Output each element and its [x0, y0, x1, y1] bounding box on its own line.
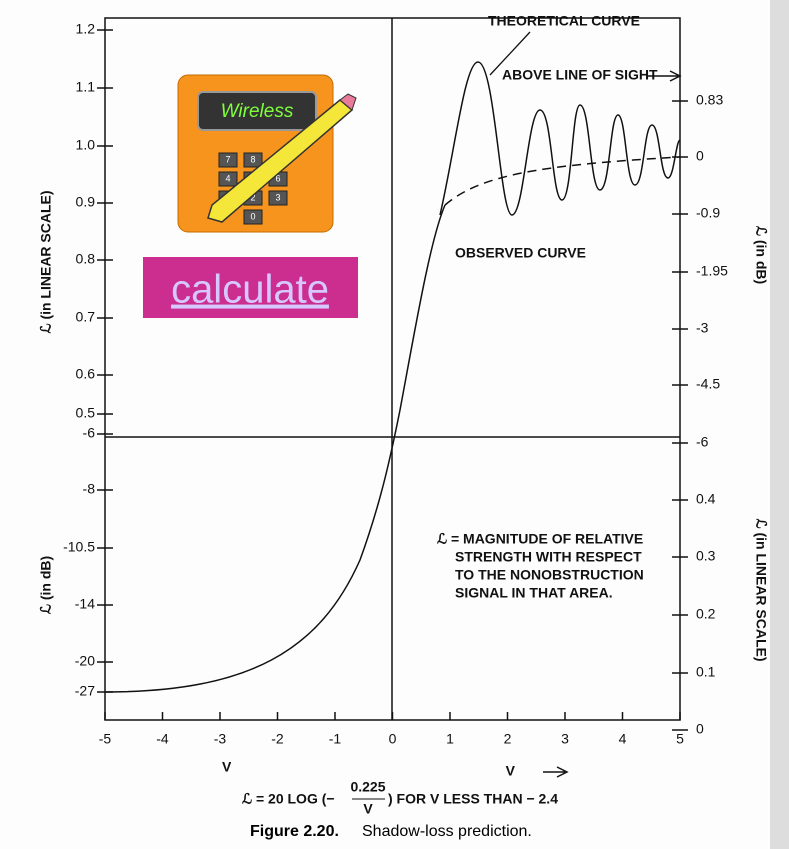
key-label: 7 [225, 154, 230, 164]
tick-label: 0.5 [76, 405, 96, 421]
tick-label: 1.0 [76, 137, 96, 153]
y-label: ℒ (in dB) [38, 556, 54, 614]
formula: ℒ = 20 LOG (− 0.225 V ) FOR V LESS THAN … [242, 779, 558, 817]
annotation: ABOVE LINE OF SIGHT [502, 67, 658, 83]
tick-label: 0.9 [76, 194, 96, 210]
x-tick-label: -1 [329, 731, 342, 747]
formula-lhs: ℒ = 20 LOG (− [242, 791, 335, 807]
key-label: 4 [225, 173, 230, 183]
tick-label: 0.83 [696, 92, 723, 108]
tick-label: 0.7 [76, 309, 96, 325]
annotation: THEORETICAL CURVE [488, 13, 640, 29]
pointer [489, 31, 531, 76]
y2-label: ℒ (in dB) [753, 226, 769, 284]
caption-text: Shadow-loss prediction. [362, 823, 532, 840]
button-label[interactable]: calculate [171, 268, 329, 312]
button-bg [143, 257, 358, 318]
formula-den: V [363, 801, 373, 817]
x-tick-label: 4 [619, 731, 627, 747]
key [218, 152, 238, 168]
tick-label: 1.1 [76, 79, 96, 95]
definition-line: STRENGTH WITH RESPECT [455, 549, 642, 565]
arrow [648, 70, 682, 82]
x-label: V [222, 759, 232, 775]
key [243, 152, 263, 168]
observed-curve-dashed [444, 156, 681, 206]
tick-label: -3 [696, 320, 709, 336]
key-label: 0 [250, 211, 255, 221]
formula-rhs: ) FOR V LESS THAN − 2.4 [388, 791, 558, 807]
x-tick-label: -2 [271, 731, 284, 747]
definition-line: SIGNAL IN THAT AREA. [455, 585, 613, 601]
tick-label: 0 [696, 148, 704, 164]
tick-label: -4.5 [696, 376, 720, 392]
formula-num: 0.225 [350, 779, 385, 795]
tick-label: 0.6 [76, 366, 96, 382]
tick-label: -6 [696, 434, 709, 450]
definition-line: ℒ = MAGNITUDE OF RELATIVE [437, 531, 643, 547]
tick-label: -6 [83, 425, 96, 441]
definition-line: TO THE NONOBSTRUCTION [455, 567, 644, 583]
x-tick-label: 5 [676, 731, 684, 747]
y2-label: ℒ (in LINEAR SCALE) [753, 518, 769, 661]
x-tick-label: 0 [389, 731, 397, 747]
key [218, 171, 238, 187]
x-tick-label: -4 [156, 731, 169, 747]
x-tick-label: 1 [446, 731, 454, 747]
tick-label: 1.2 [76, 21, 96, 37]
key [243, 209, 263, 225]
calculate-button[interactable]: calculate [143, 257, 358, 318]
tick-label: 0.1 [696, 664, 716, 680]
tick-label: -27 [75, 683, 95, 699]
tick-label: -1.95 [696, 263, 728, 279]
icon-label: Wireless [221, 101, 294, 122]
tick-label: 0.8 [76, 251, 96, 267]
x-tick-label: -3 [214, 731, 227, 747]
annotation: OBSERVED CURVE [455, 245, 586, 261]
tick-label: 0.3 [696, 548, 716, 564]
key-label: 6 [275, 173, 280, 183]
tick-label: -0.9 [696, 205, 720, 221]
key-label: 8 [250, 154, 255, 164]
pencil-eraser [339, 93, 357, 111]
theoretical-curve [439, 61, 681, 216]
tick-label: -20 [75, 653, 95, 669]
x-tick-label: 3 [561, 731, 569, 747]
x-tick-label: -5 [99, 731, 112, 747]
tick-label: 0 [696, 721, 704, 737]
tick-label: -8 [83, 481, 96, 497]
key-label: 3 [275, 192, 280, 202]
x-label: V [506, 763, 516, 779]
y-label: ℒ (in LINEAR SCALE) [38, 190, 54, 333]
calculator-icon[interactable]: Wireless 784561230 [177, 74, 357, 233]
observed-curve [104, 204, 446, 693]
tick-label: -10.5 [63, 539, 95, 555]
tick-label: -14 [75, 596, 95, 612]
caption-number: Figure 2.20. [250, 823, 339, 840]
arrow [543, 766, 569, 778]
scan-edge [770, 0, 789, 849]
tick-label: 0.2 [696, 606, 716, 622]
icon-screen [197, 91, 317, 131]
key-label: 2 [250, 192, 255, 202]
x-tick-label: 2 [504, 731, 512, 747]
tick-label: 0.4 [696, 491, 716, 507]
key [268, 190, 288, 206]
